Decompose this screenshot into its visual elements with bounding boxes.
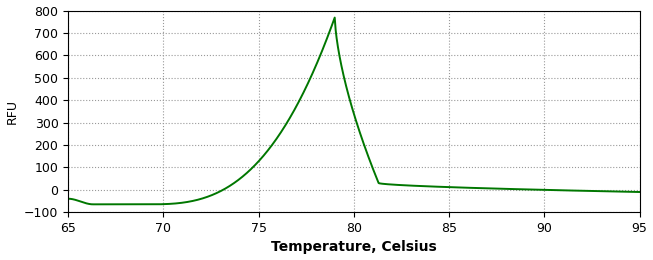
X-axis label: Temperature, Celsius: Temperature, Celsius [271,240,437,255]
Y-axis label: RFU: RFU [6,99,18,124]
